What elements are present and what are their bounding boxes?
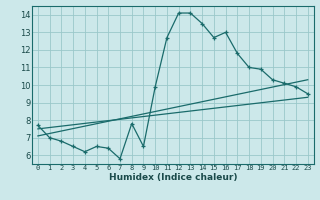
X-axis label: Humidex (Indice chaleur): Humidex (Indice chaleur) — [108, 173, 237, 182]
